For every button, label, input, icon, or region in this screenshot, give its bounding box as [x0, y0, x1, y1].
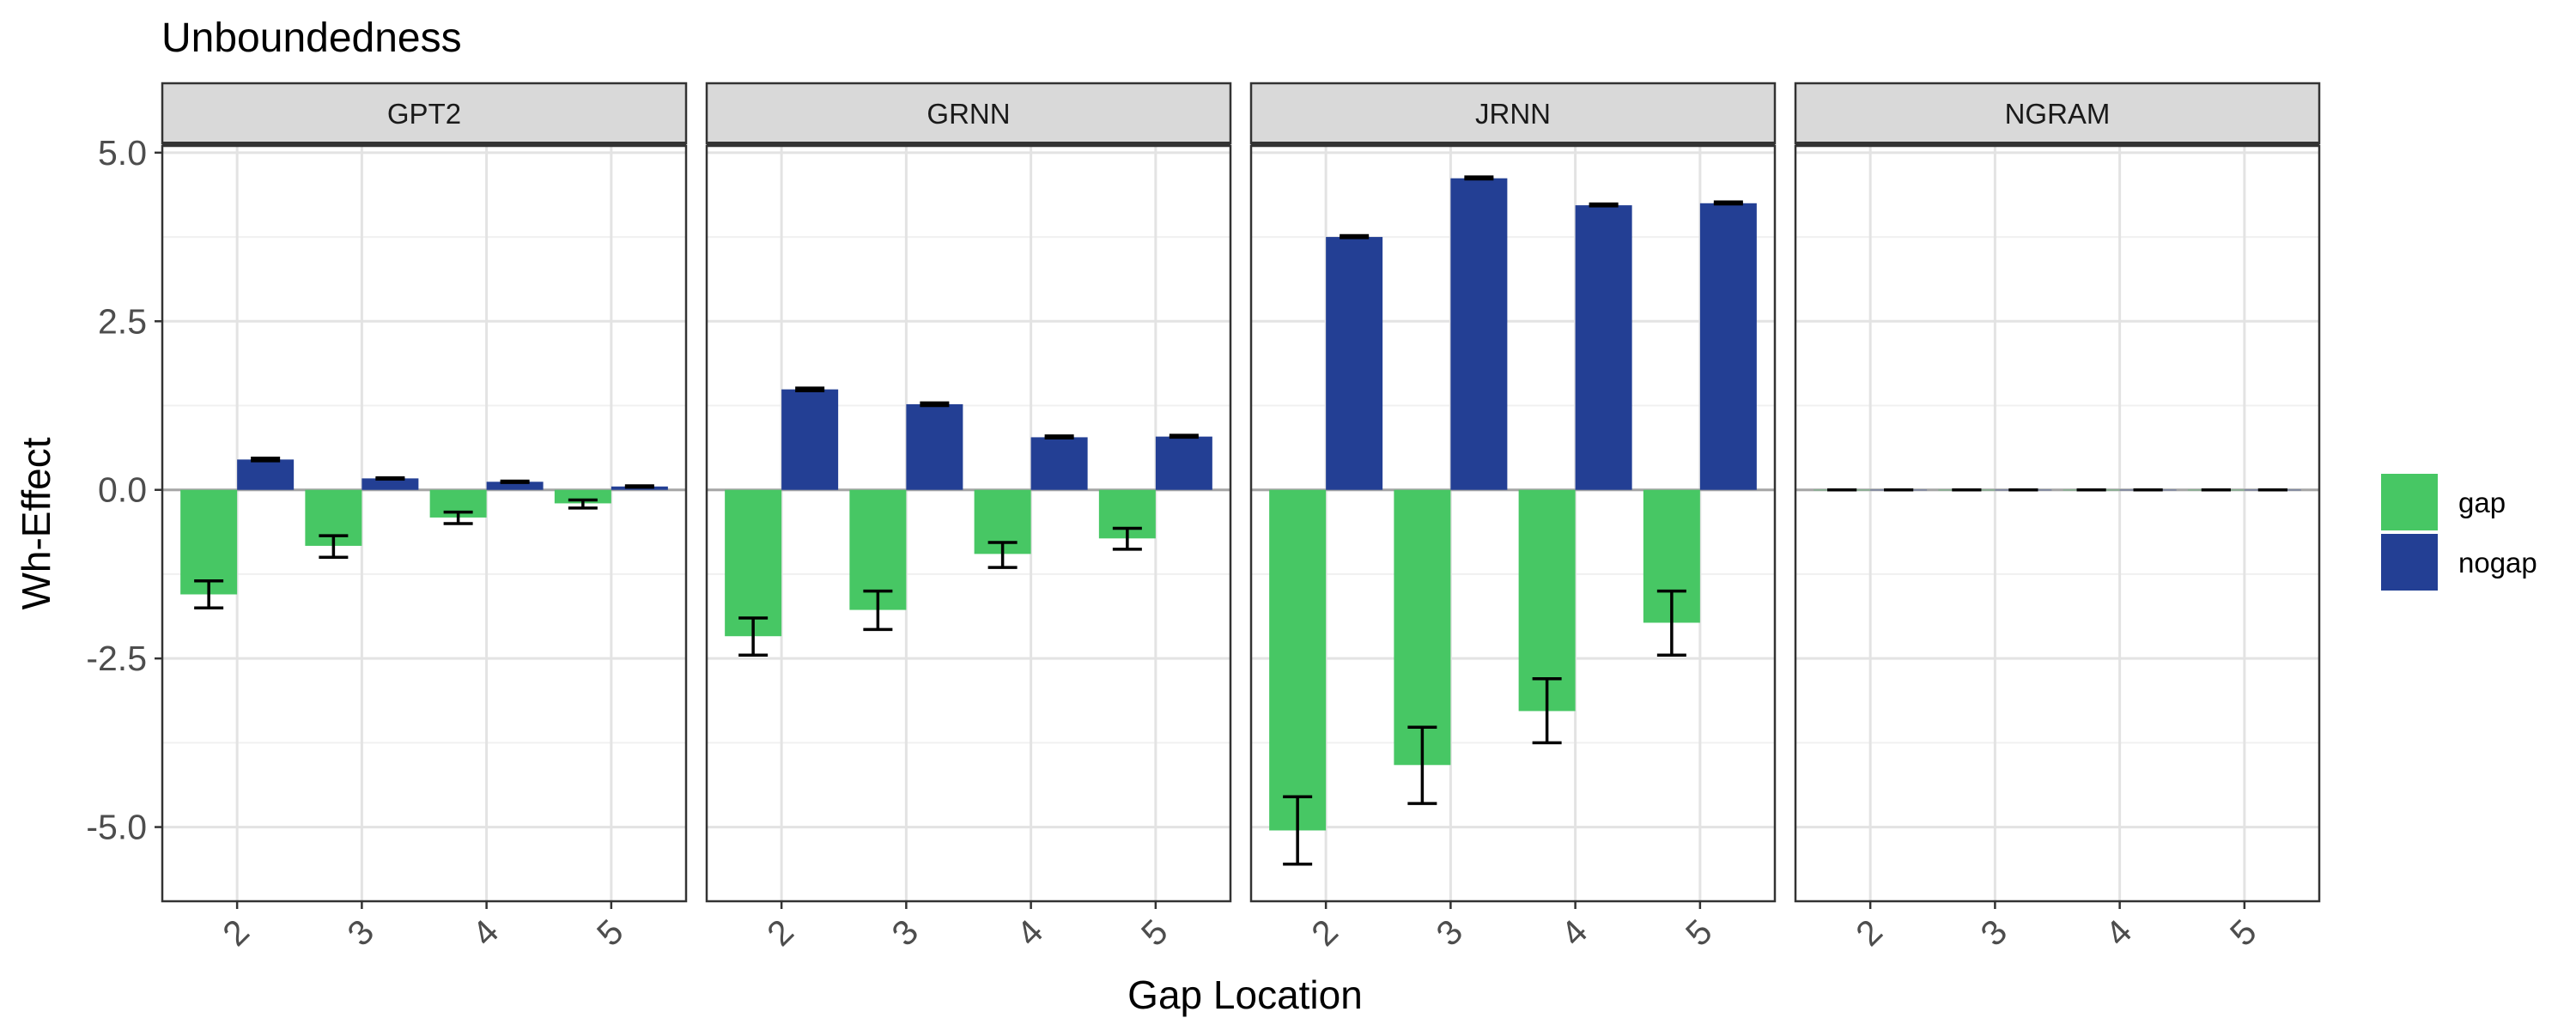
facet-strip	[1249, 82, 1777, 145]
x-tick-label: 2	[1303, 912, 1346, 954]
y-tick-label: -2.5	[86, 639, 147, 678]
x-tick-label: 3	[884, 912, 927, 954]
x-tick-label: 4	[465, 912, 507, 954]
x-tick-label: 4	[1009, 912, 1051, 954]
facet-strip-label: GPT2	[387, 98, 461, 130]
y-tick-label: 2.5	[98, 301, 147, 341]
x-tick-label: 2	[1848, 912, 1890, 954]
bar-nogap-grnn-5	[1155, 436, 1212, 490]
legend: gap nogap	[2381, 474, 2537, 591]
facet-strip	[1794, 82, 2321, 145]
panel-border	[1249, 144, 1777, 903]
panel-gpt2: GPT2 2 3 4 5	[161, 82, 688, 954]
bar-nogap-jrnn-2	[1326, 237, 1383, 490]
bar-nogap-grnn-2	[781, 389, 839, 490]
y-tick-label: -5.0	[86, 808, 147, 847]
legend-label-nogap: nogap	[2458, 547, 2537, 579]
panels-layer: GPT2 2 3 4 5 GRNN 2 3 4 5 JRNN 2 3 4 5 NGRAM 2 3 4 5	[161, 82, 2321, 954]
x-tick-label: 3	[1429, 912, 1471, 954]
x-tick-label: 2	[759, 912, 801, 954]
facet-strip-label: GRNN	[927, 98, 1010, 130]
panel-border	[705, 144, 1232, 903]
bar-nogap-grnn-3	[906, 403, 963, 490]
facet-strip	[161, 82, 688, 145]
bar-gap-jrnn-3	[1394, 489, 1451, 766]
y-axis-title: Wh-Effect	[14, 437, 58, 609]
chart-title: Unboundedness	[161, 15, 462, 61]
x-tick-label: 5	[2222, 912, 2264, 954]
bar-nogap-grnn-4	[1030, 437, 1088, 490]
facet-strip	[705, 82, 1232, 145]
x-tick-label: 5	[1678, 912, 1720, 954]
bar-gap-jrnn-4	[1518, 489, 1576, 712]
bar-nogap-jrnn-5	[1699, 203, 1757, 490]
panel-background	[1795, 146, 2319, 901]
panel-grnn: GRNN 2 3 4 5	[705, 82, 1232, 954]
facet-strip-label: NGRAM	[2005, 98, 2111, 130]
x-tick-label: 3	[1973, 912, 2015, 954]
bar-nogap-gpt2-3	[361, 478, 419, 490]
bar-nogap-jrnn-4	[1575, 205, 1632, 490]
panel-border	[161, 144, 688, 903]
x-axis-title: Gap Location	[1127, 972, 1363, 1017]
legend-key-nogap	[2381, 534, 2438, 591]
x-tick-label: 4	[1553, 912, 1595, 954]
bar-gap-grnn-2	[725, 489, 782, 637]
y-tick-label: 5.0	[98, 133, 147, 173]
bar-nogap-jrnn-3	[1450, 178, 1508, 490]
y-tick-label: 0.0	[98, 470, 147, 510]
y-axis: 5.0 2.5 0.0 -2.5 -5.0	[86, 133, 162, 847]
panel-background	[162, 146, 686, 901]
x-tick-label: 4	[2098, 912, 2140, 954]
bar-nogap-gpt2-4	[486, 482, 544, 490]
x-tick-label: 3	[340, 912, 382, 954]
bar-gap-gpt2-2	[180, 489, 238, 595]
legend-key-gap	[2381, 474, 2438, 530]
panel-ngram: NGRAM 2 3 4 5	[1794, 82, 2321, 954]
x-tick-label: 5	[589, 912, 631, 954]
bar-nogap-gpt2-2	[237, 459, 295, 490]
legend-label-gap: gap	[2458, 487, 2506, 518]
x-tick-label: 2	[215, 912, 257, 954]
panel-border	[1794, 144, 2321, 903]
facet-strip-label: JRNN	[1475, 98, 1551, 130]
bar-gap-jrnn-2	[1269, 489, 1327, 831]
x-tick-label: 5	[1133, 912, 1176, 954]
panel-jrnn: JRNN 2 3 4 5	[1249, 82, 1777, 954]
